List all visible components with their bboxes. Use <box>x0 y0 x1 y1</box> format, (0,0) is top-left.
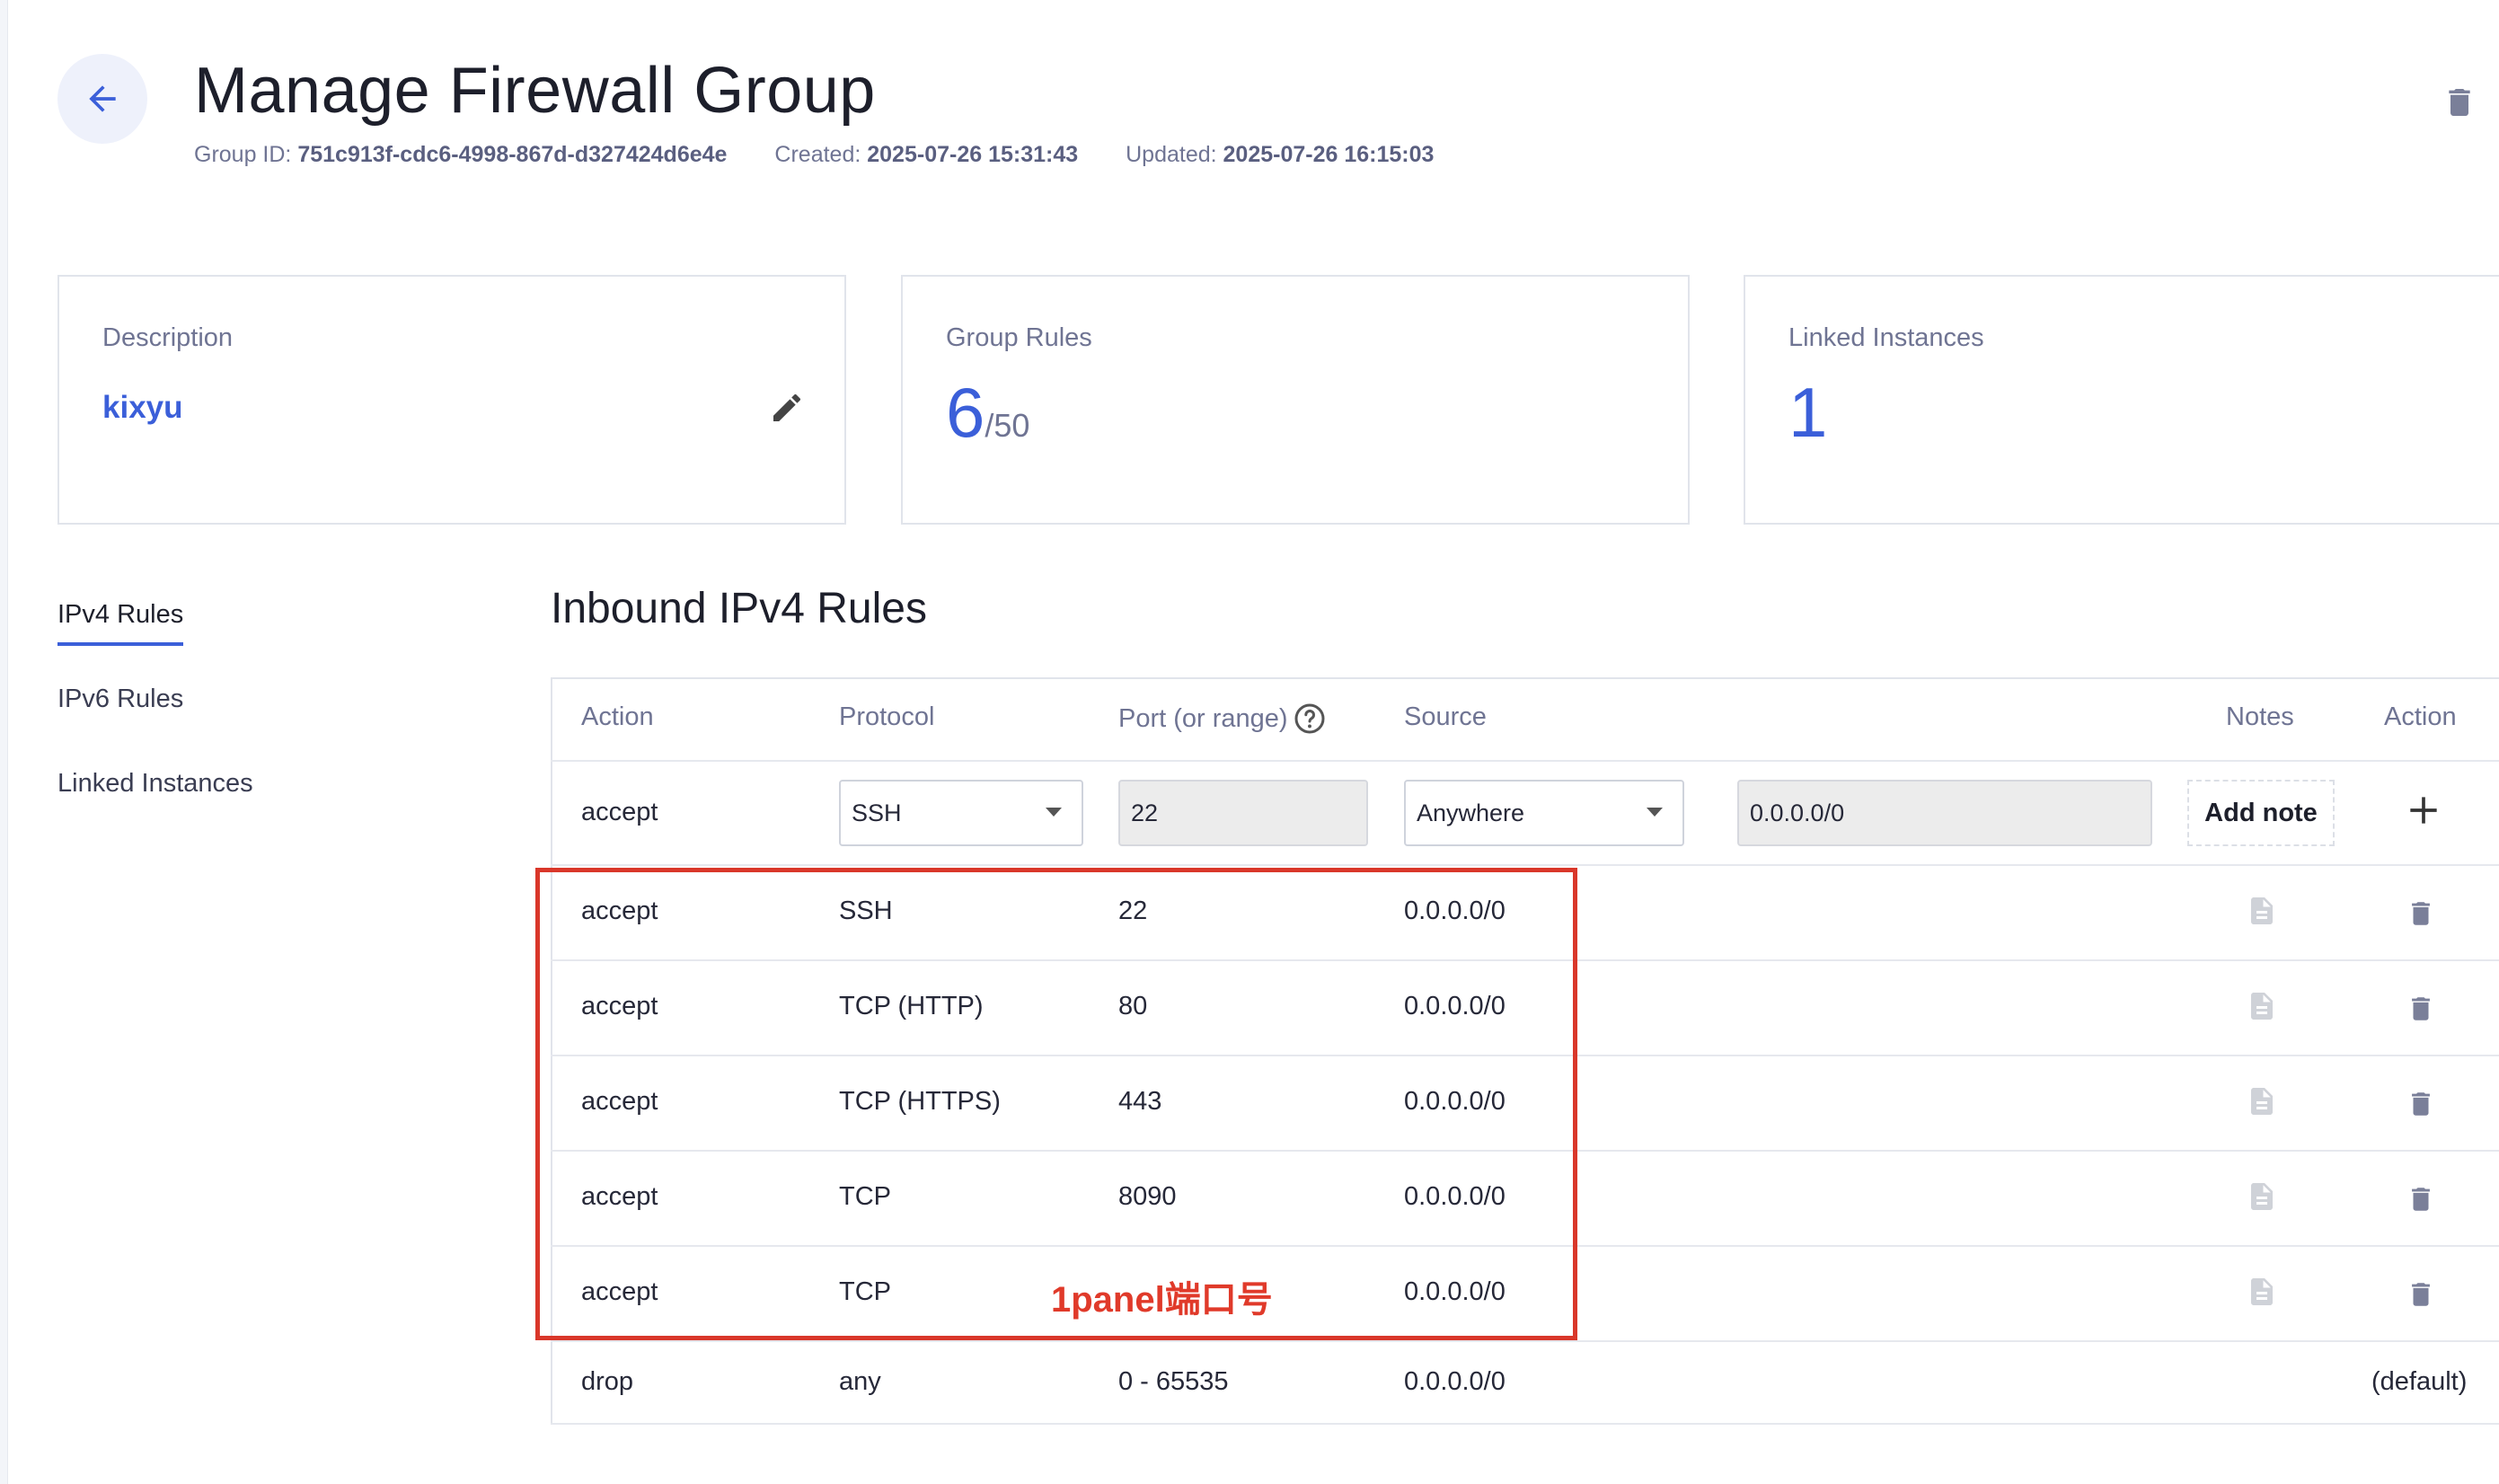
rule-protocol: TCP <box>839 1277 891 1306</box>
delete-rule-trash-icon[interactable] <box>2406 895 2436 932</box>
section-title: Inbound IPv4 Rules <box>551 585 927 632</box>
row-divider <box>551 864 2499 866</box>
group-meta: Group ID: 751c913f-cdc6-4998-867d-d32742… <box>194 142 1434 168</box>
group-rules-count: 6/50 <box>946 377 1029 447</box>
group-rules-label: Group Rules <box>946 323 1092 352</box>
default-action: drop <box>581 1367 634 1396</box>
header-divider <box>551 760 2499 762</box>
chevron-down-icon <box>1046 808 1062 817</box>
tab-linked-instances[interactable]: Linked Instances <box>57 769 253 798</box>
note-document-icon[interactable] <box>2246 986 2278 1026</box>
port-input-value: 22 <box>1131 799 1159 826</box>
table-bottom-border <box>551 1423 2499 1425</box>
rule-source: 0.0.0.0/0 <box>1404 992 1506 1020</box>
chevron-down-icon <box>1647 808 1663 817</box>
pencil-edit-icon[interactable] <box>769 390 805 426</box>
rule-source: 0.0.0.0/0 <box>1404 1277 1506 1306</box>
source-cidr-input[interactable]: 0.0.0.0/0 <box>1737 780 2152 846</box>
new-rule-action[interactable]: accept <box>581 798 658 826</box>
col-header-port-label: Port (or range) <box>1118 703 1288 733</box>
port-input[interactable]: 22 <box>1118 780 1368 846</box>
col-header-protocol: Protocol <box>839 702 935 731</box>
add-rule-plus-icon[interactable] <box>2404 791 2443 830</box>
col-header-notes: Notes <box>2226 702 2294 731</box>
protocol-select-value: SSH <box>852 799 902 826</box>
rule-port: 80 <box>1118 992 1148 1020</box>
tab-ipv6-rules[interactable]: IPv6 Rules <box>57 685 184 713</box>
note-document-icon[interactable] <box>2246 891 2278 931</box>
rule-source: 0.0.0.0/0 <box>1404 897 1506 925</box>
group-rules-limit: /50 <box>985 407 1030 444</box>
rule-action: accept <box>581 1277 658 1306</box>
rule-source: 0.0.0.0/0 <box>1404 1087 1506 1116</box>
group-rules-card: Group Rules 6/50 <box>901 275 1690 525</box>
left-edge-strip <box>0 0 8 1484</box>
rule-action: accept <box>581 1087 658 1116</box>
col-header-action: Action <box>581 702 654 731</box>
note-document-icon[interactable] <box>2246 1177 2278 1216</box>
created-value: 2025-07-26 15:31:43 <box>867 142 1079 167</box>
add-note-button[interactable]: Add note <box>2187 780 2335 846</box>
rule-protocol: TCP (HTTP) <box>839 992 984 1020</box>
delete-rule-trash-icon[interactable] <box>2406 1180 2436 1218</box>
note-document-icon[interactable] <box>2246 1082 2278 1121</box>
tab-ipv4-rules[interactable]: IPv4 Rules <box>57 600 184 646</box>
rule-action: accept <box>581 1182 658 1211</box>
note-document-icon[interactable] <box>2246 1272 2278 1312</box>
col-header-port: Port (or range) <box>1118 702 1326 735</box>
row-divider <box>551 959 2499 961</box>
rule-source: 0.0.0.0/0 <box>1404 1182 1506 1211</box>
description-card: Description kixyu <box>57 275 846 525</box>
row-divider <box>551 1340 2499 1342</box>
help-circle-icon[interactable] <box>1294 702 1326 735</box>
rule-action: accept <box>581 992 658 1020</box>
created-label: Created: <box>774 142 861 167</box>
default-source: 0.0.0.0/0 <box>1404 1367 1506 1396</box>
source-select-value: Anywhere <box>1417 799 1525 826</box>
rule-port: 443 <box>1118 1087 1162 1116</box>
updated-value: 2025-07-26 16:15:03 <box>1223 142 1435 167</box>
default-protocol: any <box>839 1367 881 1396</box>
back-button[interactable] <box>57 54 147 144</box>
delete-group-trash-icon[interactable] <box>2442 81 2477 124</box>
delete-rule-trash-icon[interactable] <box>2406 1085 2436 1123</box>
row-divider <box>551 1150 2499 1152</box>
group-id-label: Group ID: <box>194 142 292 167</box>
annotation-label: 1panel端口号 <box>1051 1280 1273 1320</box>
description-label: Description <box>102 323 234 352</box>
rule-protocol: TCP <box>839 1182 891 1211</box>
rule-port: 22 <box>1118 897 1148 925</box>
page-title: Manage Firewall Group <box>194 55 876 127</box>
default-note: (default) <box>2371 1367 2468 1396</box>
row-divider <box>551 1245 2499 1247</box>
inbound-rules-table <box>551 677 2499 1425</box>
rule-port: 8090 <box>1118 1182 1177 1211</box>
linked-instances-card: Linked Instances 1 <box>1744 275 2499 525</box>
arrow-left-icon <box>89 85 116 112</box>
default-port-range: 0 - 65535 <box>1118 1367 1229 1396</box>
rule-action: accept <box>581 897 658 925</box>
linked-instances-count: 1 <box>1788 373 1828 452</box>
col-header-source: Source <box>1404 702 1487 731</box>
group-id-value: 751c913f-cdc6-4998-867d-d327424d6e4e <box>297 142 728 167</box>
linked-instances-label: Linked Instances <box>1788 323 1984 352</box>
delete-rule-trash-icon[interactable] <box>2406 1276 2436 1313</box>
rule-protocol: SSH <box>839 897 893 925</box>
updated-label: Updated: <box>1126 142 1217 167</box>
description-value: kixyu <box>102 390 183 425</box>
row-divider <box>551 1055 2499 1056</box>
source-select[interactable]: Anywhere <box>1404 780 1684 846</box>
group-rules-value: 6 <box>946 373 985 452</box>
protocol-select[interactable]: SSH <box>839 780 1083 846</box>
rule-protocol: TCP (HTTPS) <box>839 1087 1001 1116</box>
col-header-row-action: Action <box>2384 702 2457 731</box>
delete-rule-trash-icon[interactable] <box>2406 990 2436 1028</box>
source-cidr-value: 0.0.0.0/0 <box>1750 799 1845 826</box>
